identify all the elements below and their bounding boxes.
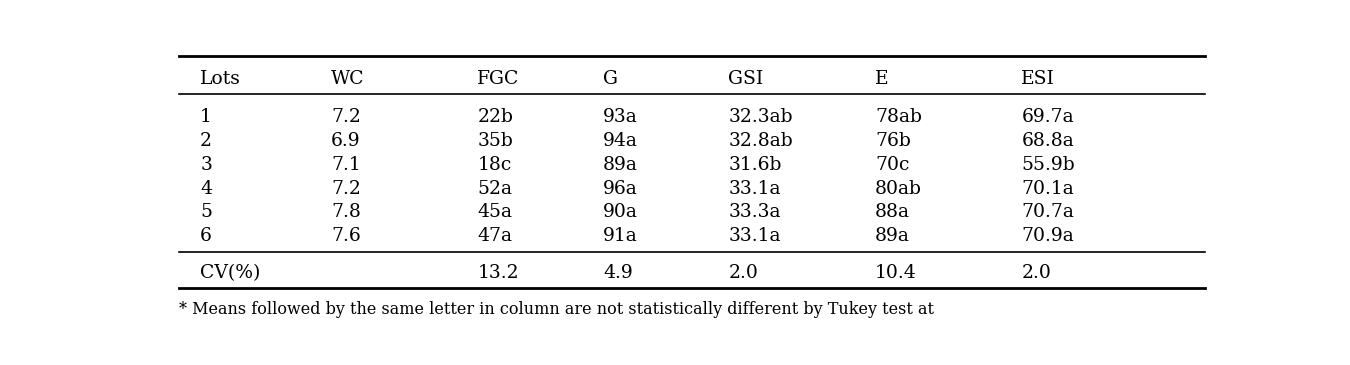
Text: FGC: FGC: [478, 70, 520, 88]
Text: 70.7a: 70.7a: [1022, 203, 1075, 222]
Text: 33.3a: 33.3a: [729, 203, 782, 222]
Text: 68.8a: 68.8a: [1022, 132, 1075, 150]
Text: 70.1a: 70.1a: [1022, 180, 1075, 197]
Text: 93a: 93a: [603, 108, 637, 126]
Text: 52a: 52a: [478, 180, 513, 197]
Text: 88a: 88a: [875, 203, 910, 222]
Text: WC: WC: [331, 70, 364, 88]
Text: 70.9a: 70.9a: [1022, 227, 1075, 245]
Text: ESI: ESI: [1022, 70, 1056, 88]
Text: 2: 2: [200, 132, 212, 150]
Text: 6.9: 6.9: [331, 132, 360, 150]
Text: 35b: 35b: [478, 132, 513, 150]
Text: 4.9: 4.9: [603, 264, 633, 282]
Text: 89a: 89a: [603, 155, 637, 174]
Text: 1: 1: [200, 108, 212, 126]
Text: CV(%): CV(%): [200, 264, 261, 282]
Text: 91a: 91a: [603, 227, 637, 245]
Text: 4: 4: [200, 180, 212, 197]
Text: G: G: [603, 70, 618, 88]
Text: 90a: 90a: [603, 203, 637, 222]
Text: 78ab: 78ab: [875, 108, 922, 126]
Text: 94a: 94a: [603, 132, 637, 150]
Text: 22b: 22b: [478, 108, 513, 126]
Text: 3: 3: [200, 155, 212, 174]
Text: 7.2: 7.2: [331, 180, 360, 197]
Text: 70c: 70c: [875, 155, 910, 174]
Text: 7.2: 7.2: [331, 108, 360, 126]
Text: 33.1a: 33.1a: [729, 227, 782, 245]
Text: 7.8: 7.8: [331, 203, 360, 222]
Text: 33.1a: 33.1a: [729, 180, 782, 197]
Text: 96a: 96a: [603, 180, 637, 197]
Text: 2.0: 2.0: [1022, 264, 1052, 282]
Text: 31.6b: 31.6b: [729, 155, 782, 174]
Text: 69.7a: 69.7a: [1022, 108, 1075, 126]
Text: 76b: 76b: [875, 132, 911, 150]
Text: 6: 6: [200, 227, 212, 245]
Text: 45a: 45a: [478, 203, 513, 222]
Text: 18c: 18c: [478, 155, 512, 174]
Text: 80ab: 80ab: [875, 180, 922, 197]
Text: 2.0: 2.0: [729, 264, 759, 282]
Text: 47a: 47a: [478, 227, 513, 245]
Text: 32.3ab: 32.3ab: [729, 108, 792, 126]
Text: GSI: GSI: [729, 70, 764, 88]
Text: E: E: [875, 70, 888, 88]
Text: 89a: 89a: [875, 227, 910, 245]
Text: Lots: Lots: [200, 70, 242, 88]
Text: 5: 5: [200, 203, 212, 222]
Text: 55.9b: 55.9b: [1022, 155, 1075, 174]
Text: * Means followed by the same letter in column are not statistically different by: * Means followed by the same letter in c…: [180, 301, 934, 318]
Text: 7.1: 7.1: [331, 155, 360, 174]
Text: 7.6: 7.6: [331, 227, 360, 245]
Text: 10.4: 10.4: [875, 264, 917, 282]
Text: 13.2: 13.2: [478, 264, 518, 282]
Text: 32.8ab: 32.8ab: [729, 132, 794, 150]
